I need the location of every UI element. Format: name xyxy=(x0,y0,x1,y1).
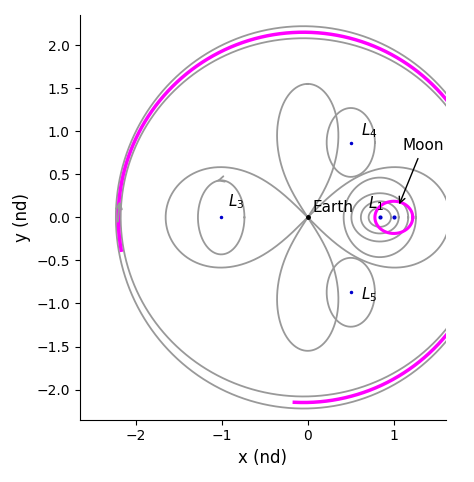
Text: $L_4$: $L_4$ xyxy=(361,121,378,140)
Text: Earth: Earth xyxy=(313,200,354,215)
Text: $L_5$: $L_5$ xyxy=(361,285,377,304)
Text: Moon: Moon xyxy=(399,138,444,203)
X-axis label: x (nd): x (nd) xyxy=(238,449,287,467)
Text: $L_1$: $L_1$ xyxy=(368,194,384,213)
Text: $L_3$: $L_3$ xyxy=(228,192,244,211)
Y-axis label: y (nd): y (nd) xyxy=(13,193,31,242)
